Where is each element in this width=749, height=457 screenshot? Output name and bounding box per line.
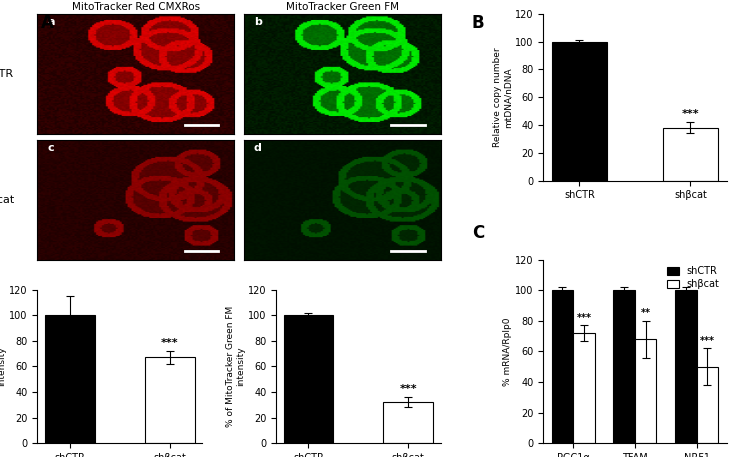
Bar [613,290,635,443]
Bar [145,357,195,443]
Bar [663,128,718,181]
Title: MitoTracker Red CMXRos: MitoTracker Red CMXRos [72,1,200,11]
Text: ***: *** [577,313,592,323]
Text: ***: *** [700,336,715,346]
Y-axis label: shβcat: shβcat [0,195,14,205]
Text: ***: *** [399,384,417,394]
Text: b: b [254,17,261,27]
Bar [573,333,595,443]
Bar [697,367,718,443]
Text: **: ** [640,308,651,318]
Bar [551,290,573,443]
Text: B: B [472,14,485,32]
Text: d: d [254,143,261,153]
Title: MitoTracker Green FM: MitoTracker Green FM [286,1,398,11]
Bar [383,402,433,443]
Text: C: C [472,224,484,242]
Text: ***: *** [682,109,700,119]
Legend: shCTR, shβcat: shCTR, shβcat [665,265,722,291]
Bar [284,315,333,443]
Y-axis label: shCTR: shCTR [0,69,13,79]
Bar [45,315,95,443]
Y-axis label: % of MitoTracker CMXRos
intensity: % of MitoTracker CMXRos intensity [0,309,7,424]
Text: A: A [41,14,54,32]
Y-axis label: % of MitoTracker Green FM
intensity: % of MitoTracker Green FM intensity [225,306,245,427]
Y-axis label: Relative copy number
mtDNA/nDNA: Relative copy number mtDNA/nDNA [493,48,512,147]
Text: c: c [47,143,54,153]
Bar [675,290,697,443]
Text: ***: *** [161,338,178,348]
Bar [551,42,607,181]
Text: a: a [47,17,55,27]
Bar [635,339,656,443]
Y-axis label: % mRNA/Rplp0: % mRNA/Rplp0 [503,317,512,386]
